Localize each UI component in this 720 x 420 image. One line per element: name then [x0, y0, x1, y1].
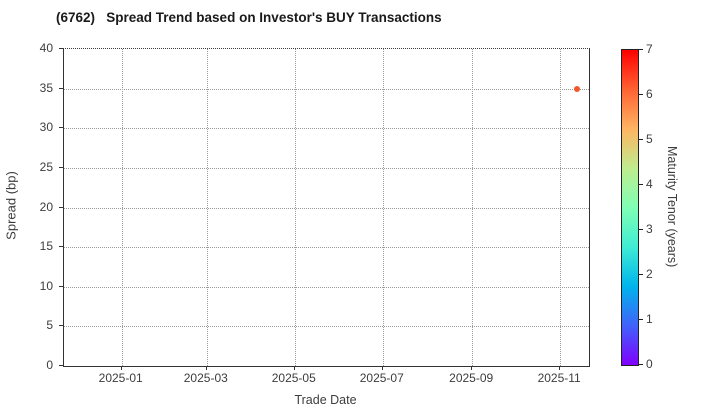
x-gridline: [294, 49, 296, 366]
y-tick-mark: [59, 48, 63, 49]
y-gridline: [64, 326, 589, 328]
y-tick-mark: [59, 127, 63, 129]
x-tick-mark: [120, 366, 122, 370]
y-tick-label: 30: [39, 120, 53, 135]
y-tick-mark: [59, 365, 63, 366]
y-gridline: [64, 88, 589, 90]
x-axis-label: Trade Date: [294, 393, 357, 407]
x-tick-label: 2025-09: [449, 371, 494, 385]
x-tick-mark: [381, 366, 383, 370]
x-tick-mark: [471, 366, 473, 370]
colorbar-tick-mark: [639, 184, 643, 185]
colorbar-tick-label: 2: [646, 267, 653, 281]
colorbar-tick-label: 5: [646, 132, 653, 146]
colorbar-tick-mark: [639, 139, 643, 140]
x-tick-label: 2025-05: [271, 371, 316, 385]
colorbar-tick-mark: [639, 319, 643, 320]
x-gridline: [206, 49, 208, 366]
colorbar-tick-label: 6: [646, 87, 653, 101]
y-tick-label: 5: [46, 318, 53, 333]
colorbar-tick-mark: [639, 94, 643, 95]
y-tick-mark: [59, 87, 63, 89]
y-tick-label: 35: [39, 80, 53, 95]
y-gridline: [64, 167, 589, 169]
x-tick-mark: [205, 366, 207, 370]
colorbar-label: Maturity Tenor (years): [665, 145, 679, 268]
data-point: [574, 85, 581, 92]
colorbar: [621, 49, 639, 366]
colorbar-tick-label: 0: [646, 357, 653, 371]
x-tick-label: 2025-03: [183, 371, 228, 385]
x-gridline: [560, 49, 562, 366]
x-tick-label: 2025-01: [98, 371, 143, 385]
y-tick-mark: [59, 166, 63, 168]
y-gridline: [64, 286, 589, 288]
y-tick-label: 40: [39, 41, 53, 55]
y-tick-mark: [59, 246, 63, 248]
colorbar-tick-mark: [639, 274, 643, 275]
y-tick-label: 20: [39, 199, 53, 214]
y-gridline: [64, 128, 589, 130]
y-tick-label: 15: [39, 239, 53, 254]
colorbar-tick-label: 7: [646, 42, 653, 56]
colorbar-tick-label: 1: [646, 312, 653, 326]
y-tick-mark: [59, 285, 63, 287]
x-tick-mark: [293, 366, 295, 370]
x-tick-label: 2025-11: [537, 371, 581, 385]
y-tick-label: 10: [39, 278, 53, 293]
colorbar-tick-label: 3: [646, 222, 653, 236]
y-tick-mark: [59, 206, 63, 208]
y-gridline: [64, 247, 589, 249]
colorbar-tick-mark: [639, 49, 643, 50]
y-tick-label: 0: [46, 358, 53, 372]
x-gridline: [121, 49, 123, 366]
x-tick-label: 2025-07: [359, 371, 404, 385]
y-tick-mark: [59, 325, 63, 327]
x-tick-mark: [559, 366, 561, 370]
chart-title: (6762) Spread Trend based on Investor's …: [56, 10, 442, 25]
x-gridline: [472, 49, 474, 366]
colorbar-tick-mark: [639, 229, 643, 230]
y-gridline: [64, 207, 589, 209]
y-tick-label: 25: [39, 159, 53, 174]
colorbar-tick-label: 4: [646, 177, 653, 191]
colorbar-tick-mark: [639, 364, 643, 365]
x-gridline: [382, 49, 384, 366]
plot-area: [63, 48, 590, 367]
